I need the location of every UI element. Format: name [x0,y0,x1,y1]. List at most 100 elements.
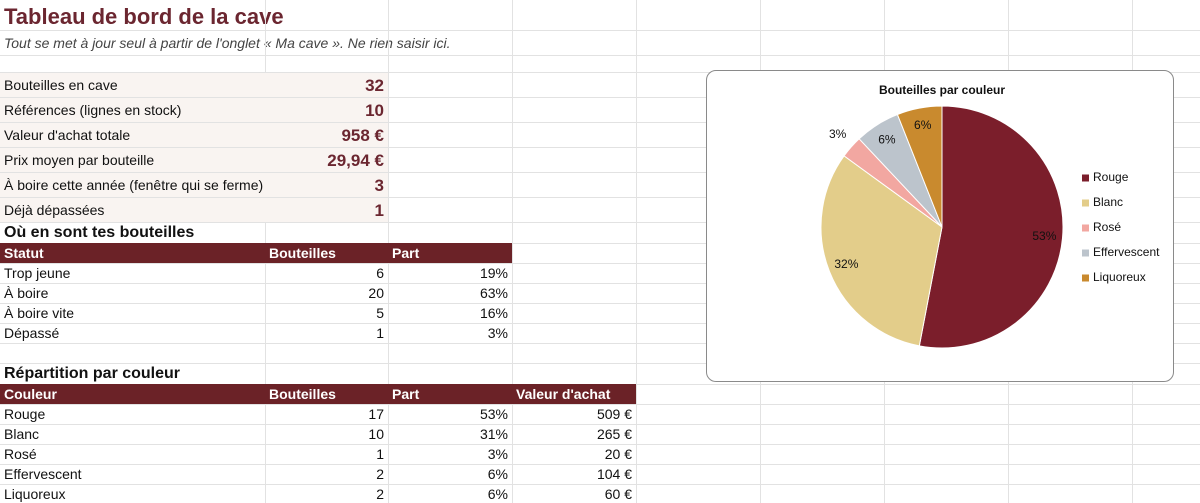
table-cell: 60 € [604,486,632,502]
kpi-label: Bouteilles en cave [0,73,265,97]
cell-border [0,172,1200,173]
cell-border [636,0,637,503]
table-cell: 20 [368,285,384,301]
table-cell: 3% [487,446,508,462]
cell-border [0,404,1200,405]
table-cell: 1 [376,446,384,462]
cell-border [0,444,1200,445]
legend-swatch [1082,174,1089,182]
data-label: 32% [834,257,858,271]
pie-slice [896,105,943,228]
table-cell: 17 [368,406,384,422]
cell-border [0,243,1200,244]
kpi-value: 29,94 € [265,148,388,172]
cell-border [0,323,1200,324]
table-cell: 31% [479,426,508,442]
kpi-label: À boire cette année (fenêtre qui se ferm… [0,173,265,197]
pie-slice [918,105,1064,349]
cell-border [0,122,1200,123]
pie-slice [820,155,943,347]
pie-chart: Bouteilles par couleur 53% 32% 3% 6% 6% Rouge… [820,83,1160,349]
table-cell: Rosé [4,446,37,462]
table-cell: À boire [4,285,49,301]
kpi-label: Références (lignes en stock) [0,98,265,122]
legend-label: Blanc [1093,195,1123,209]
table-cell: 53% [479,406,508,422]
cell-border [0,363,1200,364]
kpi-label: Valeur d'achat totale [0,123,265,147]
table-cell: 6% [487,466,508,482]
table-cell: 63% [479,285,508,301]
cell-border [0,72,1200,73]
table-cell: 2 [376,486,384,502]
table-cell: 265 € [596,426,632,442]
table-cell: Blanc [4,426,40,442]
cell-border [0,424,1200,425]
kpi-value: 958 € [265,123,388,147]
kpi-value: 3 [265,173,388,197]
column-header: Valeur d'achat [512,384,636,404]
table-cell: 16% [479,305,508,321]
cell-border [0,55,1200,56]
table-cell: 5 [376,305,384,321]
cell-border [512,0,513,503]
kpi-value: 10 [265,98,388,122]
kpi-value: 32 [265,73,388,97]
data-label: 53% [1032,229,1056,243]
cell-border [0,197,1200,198]
legend-swatch [1082,249,1089,257]
cell-border [0,222,1200,223]
kpi-value: 1 [265,198,388,222]
table-cell: 6% [487,486,508,502]
chart: Bouteilles par couleur 53% 32% 3% 6% 6% Rouge… [706,70,1174,382]
legend-label: Rosé [1093,220,1121,234]
legend-label: Effervescent [1093,245,1160,259]
table-cell: Dépassé [4,325,60,341]
cell-border [0,484,1200,485]
column-header: Part [388,384,512,404]
table-cell: 6 [376,265,384,281]
column-header: Statut [0,243,265,263]
data-label: 3% [829,127,847,141]
chart-title: Bouteilles par couleur [879,83,1005,97]
column-header: Part [388,243,512,263]
table-cell: 3% [487,325,508,341]
column-header: Couleur [0,384,265,404]
legend-swatch [1082,199,1089,207]
kpi-label: Déjà dépassées [0,198,265,222]
table-cell: Trop jeune [4,265,71,281]
legend-label: Rouge [1093,170,1129,184]
table-cell: Rouge [4,406,46,422]
table-cell: 509 € [596,406,632,422]
table-cell: 1 [376,325,384,341]
table-cell: À boire vite [4,305,75,321]
table-cell: 19% [479,265,508,281]
cell-border [0,97,1200,98]
subtitle: Tout se met à jour seul à partir de l'on… [4,35,451,51]
data-label: 6% [914,118,932,132]
section-title: Répartition par couleur [4,364,181,382]
table-cell: Effervescent [4,466,82,482]
legend-swatch [1082,274,1089,282]
kpi-label: Prix moyen par bouteille [0,148,265,172]
cell-border [0,283,1200,284]
legend-label: Liquoreux [1093,270,1146,284]
table-cell: Liquoreux [4,486,66,502]
table-cell: 2 [376,466,384,482]
section-title: Où en sont tes bouteilles [4,223,195,241]
column-header: Bouteilles [265,384,388,404]
data-label: 6% [878,132,896,146]
cell-border [0,30,1200,31]
column-header: Bouteilles [265,243,388,263]
legend-swatch [1082,224,1089,232]
table-cell: 104 € [596,466,632,482]
cell-border [0,343,1200,344]
cell-border [0,147,1200,148]
table-cell: 20 € [604,446,632,462]
table-cell: 10 [368,426,384,442]
cell-border [0,464,1200,465]
cell-border [0,303,1200,304]
cell-border [0,263,1200,264]
title: Tableau de bord de la cave [4,4,284,29]
